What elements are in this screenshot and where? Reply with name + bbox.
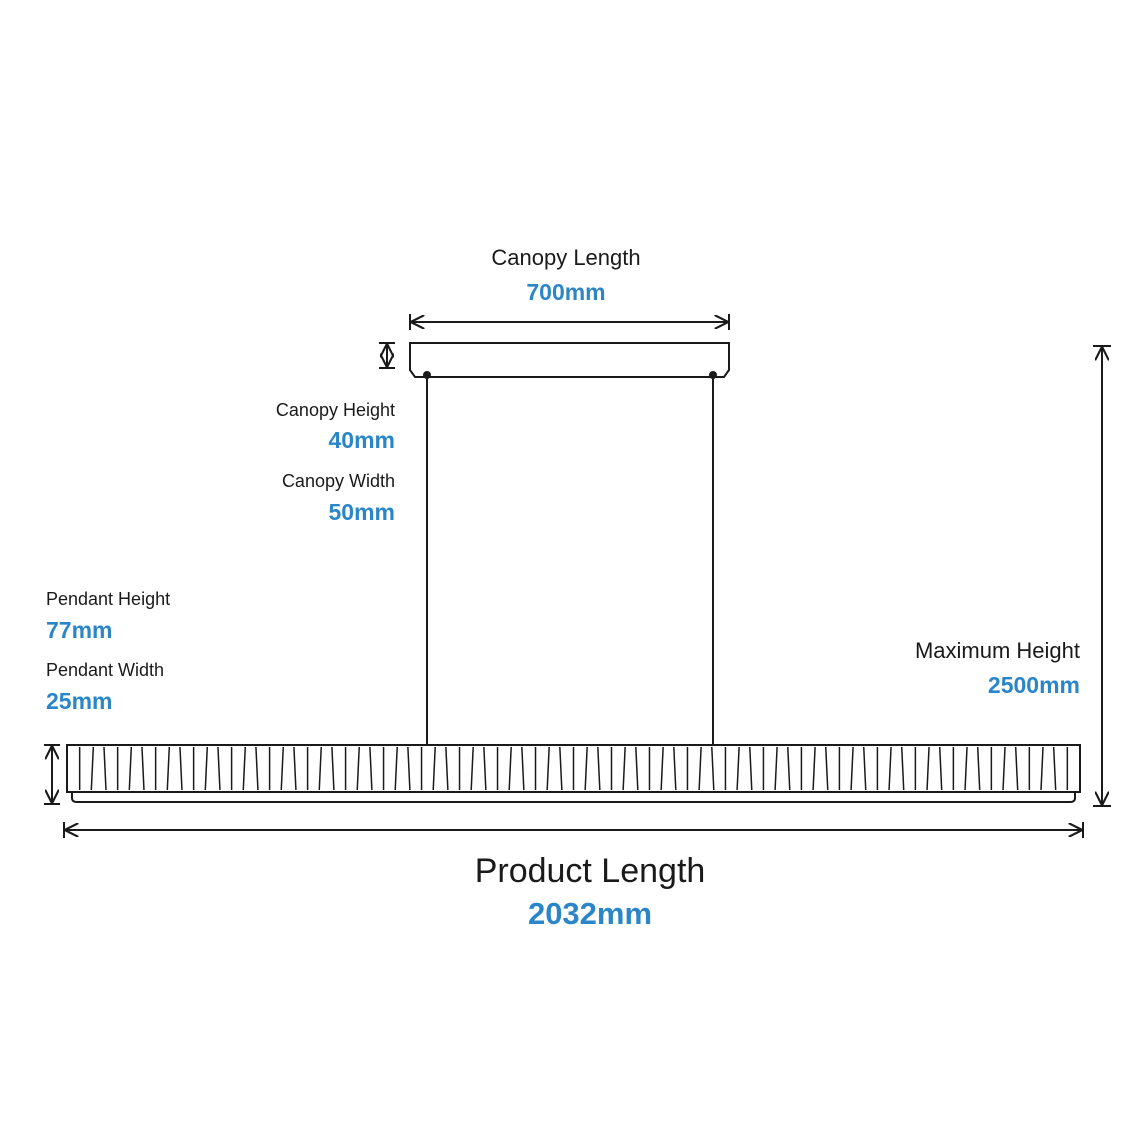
slat [483,746,487,791]
slat [964,746,968,791]
slat [812,746,816,791]
label: Product Length [475,852,706,890]
slat [318,746,322,791]
slat [242,746,247,791]
slat [938,746,943,791]
slat [546,746,550,791]
pendant-tray [71,792,1076,803]
slat [179,746,183,791]
slat [888,746,892,791]
value: 2500mm [988,672,1080,698]
slat [774,746,778,791]
slat [445,746,449,791]
value: 50mm [329,499,395,525]
label: Canopy Length [491,245,640,270]
slat [1014,746,1019,791]
slat [850,746,854,791]
slat [255,746,259,791]
slat [331,746,335,791]
slat [356,746,360,791]
slat [508,746,512,791]
label: Pendant Width [46,660,164,680]
label: Maximum Height [915,638,1080,663]
slat [711,746,715,791]
label: Canopy Width [282,471,395,491]
slat [660,746,664,791]
slat [698,746,702,791]
slat [1052,746,1057,791]
label: Canopy Height [276,400,395,420]
slat [293,746,297,791]
slat [749,746,753,791]
slat [622,746,626,791]
slat [128,746,133,791]
slat [635,746,639,791]
slat [900,746,905,791]
slat [1040,746,1044,791]
slat [470,746,474,791]
slat [787,746,791,791]
slat [407,746,411,791]
canopy [409,342,730,378]
pendant-body [66,744,1081,803]
slat [926,746,930,791]
slat [204,746,209,791]
slat [141,746,145,791]
slat [1002,746,1006,791]
slat [103,746,107,791]
pendant-frame [66,744,1081,793]
slat [280,746,285,791]
slat [584,746,588,791]
slat [976,746,981,791]
slat [217,746,221,791]
slat [597,746,601,791]
value: 77mm [46,617,112,643]
slat [559,746,563,791]
slat [90,746,95,791]
slat [432,746,436,791]
value: 700mm [526,279,605,305]
slat [673,746,677,791]
slat [394,746,398,791]
slat [369,746,373,791]
slat [166,746,171,791]
value: 25mm [46,688,112,714]
slat [736,746,740,791]
slat [825,746,829,791]
label: Pendant Height [46,589,170,609]
value: 40mm [329,427,395,453]
value: 2032mm [528,896,652,931]
slat [862,746,867,791]
slat [521,746,525,791]
